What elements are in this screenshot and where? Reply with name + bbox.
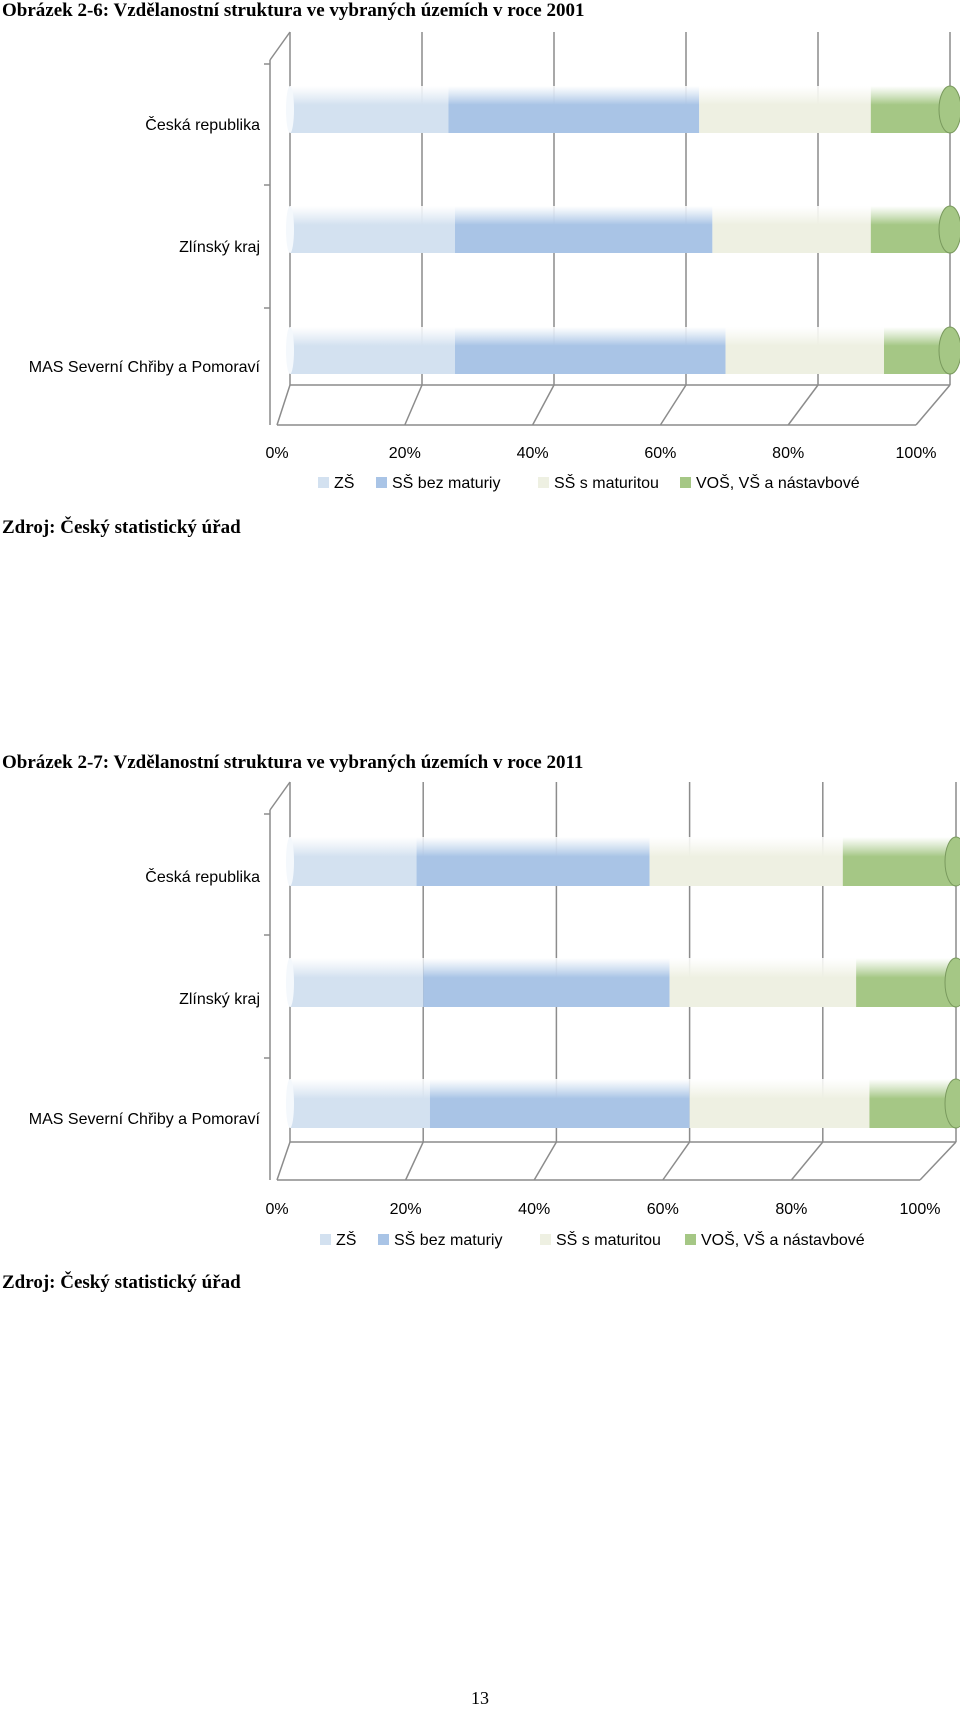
legend-swatch [680,477,691,488]
bar-segment [842,837,956,886]
category-label: MAS Severní Chřiby a Pomoraví [29,359,261,376]
x-tick-label: 100% [896,445,937,462]
bar-segment [290,1079,430,1128]
x-tick-label: 0% [265,445,288,462]
floor-gridline [659,384,687,426]
bar-segment [669,958,857,1007]
floor-gridline [790,1141,824,1181]
bar-segment [870,86,950,133]
legend-label: ZŠ [334,473,354,492]
legend-label: VOŠ, VŠ a nástavbové [701,1230,865,1249]
side-wall-edge [269,781,291,811]
legend-label: SŠ s maturitou [554,473,659,492]
side-wall-edge [269,31,291,61]
x-tick-label: 60% [647,1201,679,1218]
legend-swatch [318,477,329,488]
bar-segment [455,327,726,374]
x-tick-label: 40% [518,1201,550,1218]
stacked-bar-chart-2001: Česká republika Zlínský kraj MAS Severní C… [29,31,960,492]
bar-segment [290,206,455,253]
legend-swatch [376,477,387,488]
bar-segment [290,327,455,374]
legend-swatch [538,477,549,488]
page-number: 13 [471,1688,489,1708]
legend-label: SŠ bez maturiy [394,1230,502,1249]
floor-gridline [531,384,555,426]
bar-segment [869,1079,956,1128]
category-label: Zlínský kraj [179,991,260,1008]
legend-label: SŠ bez maturiy [392,473,500,492]
bar-segment [856,958,956,1007]
floor-gridline [404,384,423,426]
bar-end-cap [944,1078,960,1129]
x-tick-label: 40% [517,445,549,462]
bar-segment [712,206,871,253]
bar-segment [290,837,417,886]
category-label: MAS Severní Chřiby a Pomoraví [29,1111,261,1128]
stacked-bar-chart-2011: Česká republika Zlínský kraj MAS Severní C… [29,781,960,1249]
bar-segment [689,1079,870,1128]
x-tick-label: 60% [644,445,676,462]
bar-segment [416,837,650,886]
legend-swatch [685,1234,696,1245]
bar-segment [290,86,449,133]
figure-caption: Obrázek 2-7: Vzdělanostní struktura ve v… [2,752,584,773]
bar-end-cap [944,957,960,1008]
x-tick-label: 20% [390,1201,422,1218]
bar-start-cap [286,206,294,253]
legend-label: SŠ s maturitou [556,1230,661,1249]
bar-end-cap [944,836,960,887]
category-label: Zlínský kraj [179,239,260,256]
bar-segment [649,837,843,886]
floor-gridline [276,1141,291,1181]
bar-segment [448,86,700,133]
bar-end-cap [938,205,960,254]
x-tick-label: 20% [389,445,421,462]
legend-label: VOŠ, VŠ a nástavbové [696,473,860,492]
figure-source: Zdroj: Český statistický úřad [2,517,241,538]
category-label: Česká republika [145,115,260,134]
bar-segment [699,86,871,133]
floor-gridline [662,1141,691,1181]
x-tick-label: 100% [900,1201,941,1218]
bar-start-cap [286,86,294,133]
bar-end-cap [938,326,960,375]
legend-swatch [378,1234,389,1245]
bar-start-cap [286,1079,294,1128]
figure-source: Zdroj: Český statistický úřad [2,1272,241,1293]
bar-segment [455,206,713,253]
bar-segment [290,958,424,1007]
floor-gridline [787,384,819,426]
bar-start-cap [286,958,294,1007]
bar-segment [725,327,884,374]
legend-label: ZŠ [336,1230,356,1249]
x-tick-label: 80% [772,445,804,462]
floor-gridline [276,384,291,426]
category-label: Česká republika [145,867,260,886]
figure-caption: Obrázek 2-6: Vzdělanostní struktura ve v… [2,0,585,21]
bar-end-cap [938,85,960,134]
floor-gridline [404,1141,424,1181]
bar-segment [870,206,950,253]
floor-gridline [533,1141,558,1181]
x-tick-label: 80% [775,1201,807,1218]
bar-start-cap [286,327,294,374]
x-tick-label: 0% [265,1201,288,1218]
legend-swatch [540,1234,551,1245]
floor-gridline [919,1141,957,1181]
bar-segment [423,958,670,1007]
bar-segment [429,1079,690,1128]
floor-gridline [915,384,951,426]
legend-swatch [320,1234,331,1245]
bar-start-cap [286,837,294,886]
